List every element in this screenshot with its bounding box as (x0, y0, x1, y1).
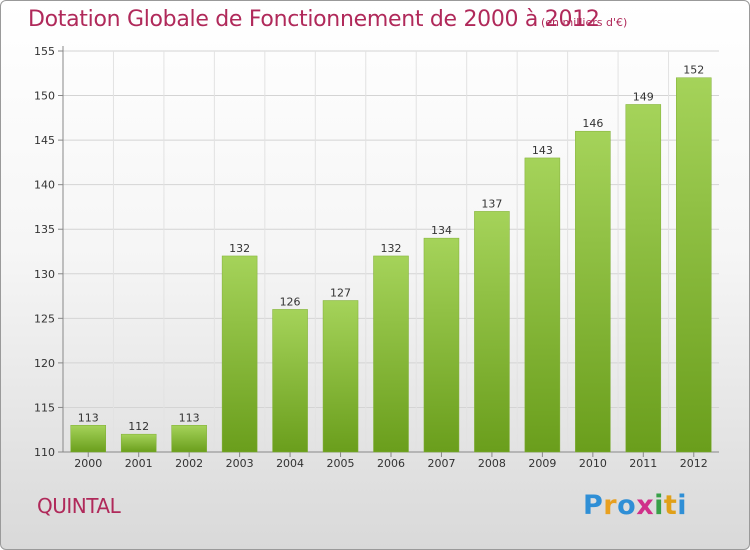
y-tick-label: 150 (34, 90, 55, 103)
bar-2009 (524, 157, 561, 453)
logo-letter: r (603, 490, 618, 521)
y-tick-label: 115 (34, 401, 55, 414)
bar-2001 (120, 433, 157, 453)
bar-2004 (272, 309, 308, 453)
logo-letter: t (663, 490, 678, 521)
labels: 110 115 120 125 130 135 140 145 150 155 113 2000 112… (34, 45, 708, 470)
x-tick-label: 2008 (478, 457, 506, 470)
chart-subtitle: (en milliers d'€) (541, 16, 628, 29)
bar-2012 (676, 77, 712, 453)
y-tick-label: 155 (34, 45, 55, 58)
x-tick-label: 2002 (175, 457, 203, 470)
y-tick-label: 140 (34, 179, 55, 192)
y-tick-label: 145 (34, 134, 55, 147)
chart-title: Dotation Globale de Fonctionnement de 20… (28, 7, 600, 32)
x-tick-label: 2004 (276, 457, 304, 470)
data-label: 132 (229, 242, 250, 255)
logo-letter: i (677, 490, 688, 521)
bars (70, 77, 712, 453)
bar-2008 (474, 211, 510, 453)
x-tick-label: 2000 (74, 457, 102, 470)
data-label: 149 (633, 90, 654, 103)
bar-2010 (575, 130, 611, 453)
bar-2003 (221, 255, 258, 453)
data-label: 112 (128, 420, 149, 433)
x-tick-label: 2001 (125, 457, 153, 470)
logo-letter: x (636, 490, 655, 521)
bar-2011 (625, 104, 662, 453)
bar-2007 (423, 237, 460, 453)
data-label: 113 (78, 411, 99, 424)
x-tick-label: 2010 (579, 457, 607, 470)
logo-letter: i (654, 490, 664, 521)
data-label: 113 (179, 411, 200, 424)
data-label: 127 (330, 287, 351, 300)
x-tick-label: 2012 (680, 457, 708, 470)
y-tick-label: 135 (34, 223, 55, 236)
y-tick-label: 125 (34, 312, 55, 325)
logo-letter: o (617, 490, 637, 521)
bar-2005 (322, 300, 359, 453)
data-label: 137 (481, 197, 502, 210)
bar-2000 (70, 425, 106, 453)
bar-2006 (373, 255, 409, 453)
y-tick-label: 120 (34, 357, 55, 370)
x-tick-label: 2011 (629, 457, 657, 470)
data-label: 143 (532, 144, 553, 157)
data-label: 126 (280, 295, 301, 308)
data-label: 152 (683, 64, 704, 77)
x-tick-label: 2009 (528, 457, 556, 470)
data-label: 132 (381, 242, 402, 255)
y-tick-label: 110 (34, 446, 55, 459)
proxiti-logo: Proxiti (583, 490, 687, 521)
bar-2002 (171, 425, 207, 453)
data-label: 134 (431, 224, 452, 237)
logo-letter: P (583, 490, 604, 521)
commune-name: QUINTAL (37, 494, 121, 518)
x-tick-label: 2005 (327, 457, 355, 470)
x-tick-label: 2003 (226, 457, 254, 470)
data-label: 146 (582, 117, 603, 130)
x-tick-label: 2007 (427, 457, 455, 470)
y-tick-label: 130 (34, 268, 55, 281)
x-tick-label: 2006 (377, 457, 405, 470)
